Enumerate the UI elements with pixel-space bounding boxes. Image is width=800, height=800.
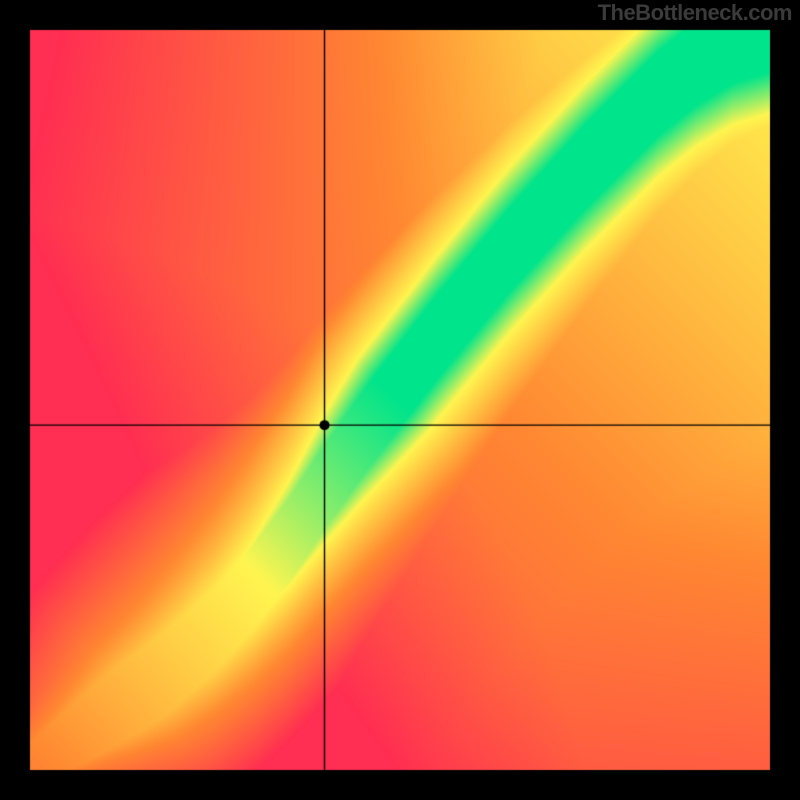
watermark-text: TheBottleneck.com (598, 0, 792, 26)
bottleneck-heatmap (0, 0, 800, 800)
chart-container: TheBottleneck.com (0, 0, 800, 800)
